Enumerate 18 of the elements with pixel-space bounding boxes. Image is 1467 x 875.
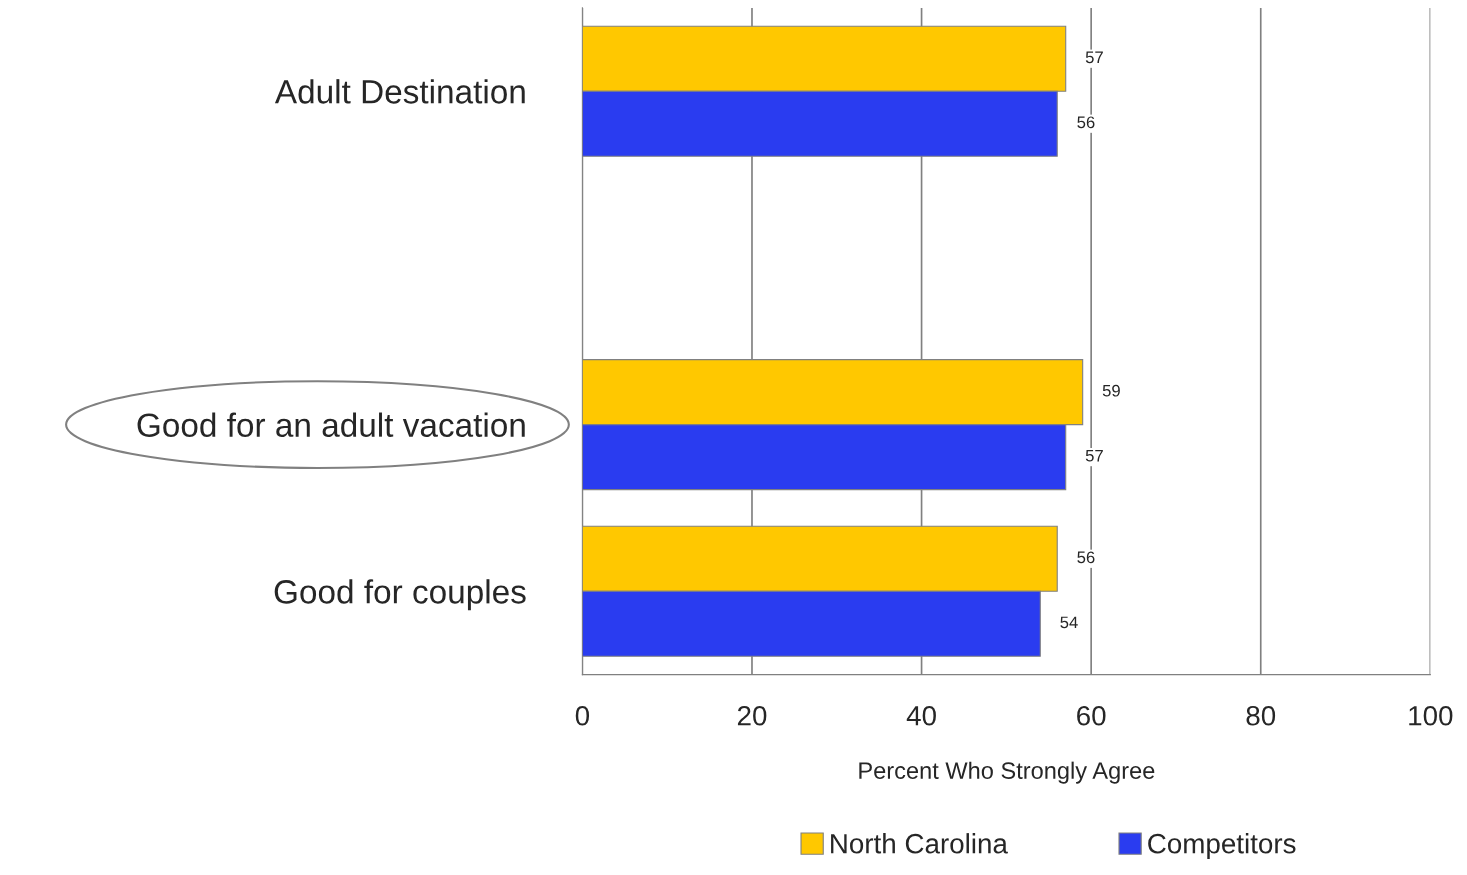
- data-label: 54: [1060, 616, 1078, 629]
- x-tick-label: 0: [575, 705, 590, 726]
- x-tick-label: 40: [906, 705, 936, 726]
- y-tick-label: Good for couples: [274, 579, 526, 611]
- y-tick-label: Adult Destination: [274, 79, 525, 104]
- data-label: 57: [1085, 449, 1103, 462]
- x-tick-label: 20: [737, 705, 767, 726]
- legend-label: Competitors: [1148, 833, 1296, 860]
- data-label: 59: [1102, 384, 1120, 397]
- y-tick-label: Good for an adult vacation: [137, 412, 525, 437]
- x-tick-label: 100: [1409, 705, 1453, 726]
- legend-label: North Carolina: [831, 833, 1008, 854]
- data-label: 57: [1085, 51, 1103, 64]
- x-tick-label: 60: [1077, 705, 1106, 726]
- data-label: 56: [1077, 116, 1095, 129]
- x-tick-label: 80: [1246, 705, 1276, 726]
- data-label: 56: [1077, 551, 1095, 564]
- x-axis-title: Percent Who Strongly Agree: [859, 761, 1155, 784]
